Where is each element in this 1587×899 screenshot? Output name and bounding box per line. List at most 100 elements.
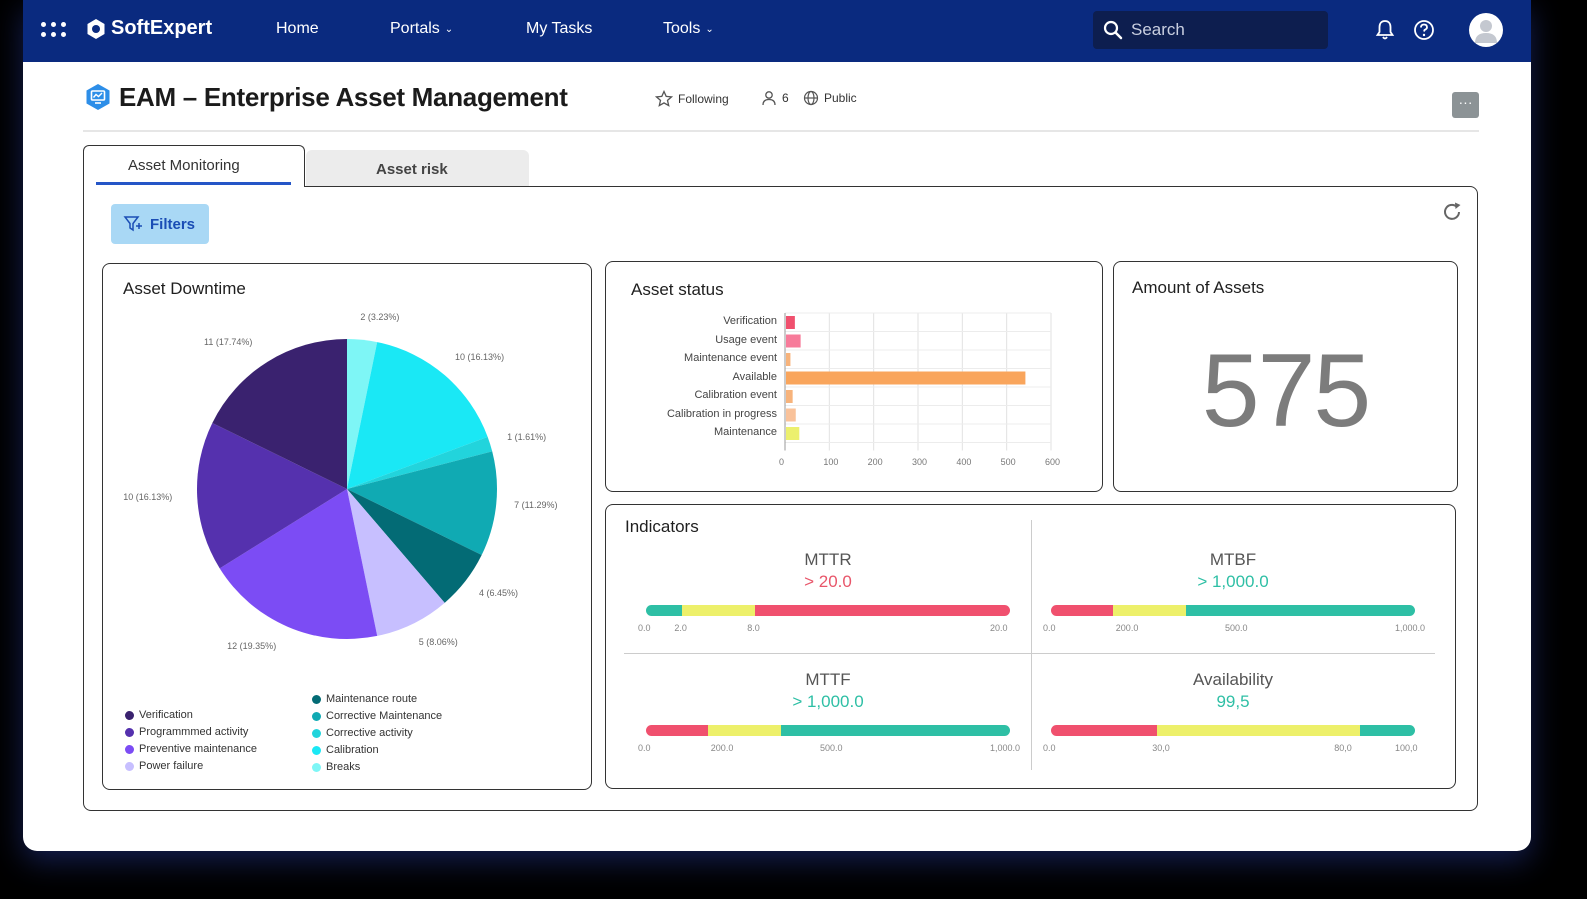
- gauge-segment: [1051, 605, 1113, 616]
- legend-swatch: [125, 727, 134, 737]
- x-tick-label: 0: [779, 456, 785, 467]
- category-label: Verification: [723, 315, 777, 327]
- monitor-chart-icon: [86, 84, 110, 110]
- legend-item[interactable]: Power failure: [125, 760, 203, 772]
- legend-label: Verification: [139, 709, 193, 721]
- bell-icon[interactable]: [1375, 19, 1395, 41]
- bar-usage-event[interactable]: [786, 334, 801, 348]
- pie-slice-calibration[interactable]: [347, 342, 488, 489]
- nav-portals[interactable]: Portals ⌄: [390, 20, 453, 38]
- gauge-segment: [1360, 725, 1415, 736]
- gauge-tick-label: 100,0: [1395, 743, 1418, 753]
- refresh-icon[interactable]: [1441, 201, 1463, 223]
- indicator-gauge-bar: [1051, 605, 1415, 616]
- indicators-vertical-divider: [1031, 520, 1032, 770]
- legend-item[interactable]: Corrective activity: [312, 727, 413, 739]
- gauge-segment: [780, 725, 1010, 736]
- category-label: Maintenance event: [684, 352, 777, 364]
- search-input[interactable]: [1129, 19, 1313, 41]
- asset-status-card: Asset status 0 100 200 300 400 500 600 Verifica…: [605, 261, 1103, 492]
- members-count[interactable]: 6: [761, 90, 789, 106]
- pie-data-label: 11 (17.74%): [204, 337, 253, 348]
- category-label: Calibration event: [694, 389, 777, 401]
- brand-logo[interactable]: SoftExpert: [85, 17, 212, 40]
- pie-data-label: 4 (6.45%): [479, 588, 519, 599]
- indicator-value: > 1,000.0: [792, 692, 864, 711]
- x-tick-label: 400: [956, 456, 972, 467]
- pie-slice-corrective-maintenance[interactable]: [347, 451, 497, 556]
- pie-slice-breaks[interactable]: [347, 339, 378, 489]
- legend-swatch: [312, 762, 321, 772]
- pie-slice-preventive-maintenance[interactable]: [219, 489, 378, 639]
- asset-status-bar-chart: [784, 312, 1052, 451]
- bar-calibration-event[interactable]: [786, 390, 793, 403]
- tab-asset-monitoring[interactable]: Asset Monitoring: [83, 145, 305, 187]
- legend-swatch: [312, 711, 321, 721]
- asset-downtime-pie-chart: [197, 339, 497, 639]
- visibility-indicator[interactable]: Public: [803, 90, 857, 106]
- legend-item[interactable]: Calibration: [312, 744, 379, 756]
- legend-item[interactable]: Verification: [125, 709, 193, 721]
- legend-label: Breaks: [326, 761, 361, 773]
- category-label: Maintenance: [714, 426, 777, 438]
- legend-label: Maintenance route: [326, 693, 418, 705]
- legend-label: Power failure: [139, 760, 204, 772]
- legend-item[interactable]: Preventive maintenance: [125, 743, 257, 755]
- pie-slice-maintenance-route[interactable]: [347, 489, 482, 603]
- pie-data-label: 2 (3.23%): [360, 311, 400, 322]
- gauge-tick-label: 200.0: [710, 743, 734, 753]
- category-label: Calibration in progress: [666, 407, 777, 420]
- nav-tools[interactable]: Tools ⌄: [663, 20, 714, 38]
- legend-item[interactable]: Maintenance route: [312, 693, 417, 705]
- amount-of-assets-title: Amount of Assets: [1132, 278, 1265, 297]
- nav-home[interactable]: Home: [276, 20, 319, 38]
- pie-data-label: 10 (16.13%): [123, 491, 173, 502]
- visibility-label: Public: [824, 91, 857, 105]
- legend-swatch: [312, 694, 321, 704]
- legend-item[interactable]: Programmmed activity: [125, 726, 248, 738]
- filters-button[interactable]: Filters: [111, 204, 209, 244]
- legend-label: Preventive maintenance: [139, 743, 258, 755]
- indicator-name: MTBF: [1209, 550, 1257, 569]
- search-box[interactable]: [1093, 11, 1328, 49]
- bar-available[interactable]: [786, 371, 1026, 385]
- gauge-segment: [755, 605, 1010, 616]
- bar-maintenance-event[interactable]: [786, 353, 791, 366]
- bar-calibration-in-progress[interactable]: [786, 408, 796, 422]
- gauge-segment: [1156, 725, 1361, 736]
- gauge-tick-label: 0.0: [1043, 623, 1056, 633]
- indicator-name: MTTF: [805, 670, 851, 689]
- user-avatar[interactable]: [1469, 13, 1503, 47]
- search-icon: [1103, 20, 1123, 40]
- page-title: EAM – Enterprise Asset Management: [119, 82, 568, 112]
- filters-label: Filters: [150, 215, 196, 233]
- apps-grid-icon[interactable]: [41, 22, 66, 38]
- help-icon[interactable]: [1413, 19, 1435, 41]
- gauge-tick-label: 1,000.0: [1395, 623, 1426, 633]
- asset-status-title: Asset status: [631, 280, 724, 299]
- bar-maintenance[interactable]: [786, 427, 800, 440]
- x-tick-label: 100: [823, 456, 839, 467]
- amount-of-assets-value: 575: [1201, 333, 1372, 449]
- pie-slice-programmmed-activity[interactable]: [197, 422, 347, 569]
- tab-asset-monitoring-label: Asset Monitoring: [128, 157, 240, 174]
- amount-of-assets-card: Amount of Assets 575: [1113, 261, 1458, 492]
- follow-toggle[interactable]: Following: [655, 90, 729, 108]
- pie-slice-verification[interactable]: [212, 339, 347, 489]
- pie-slice-power-failure[interactable]: [347, 489, 445, 636]
- pie-slice-corrective-activity[interactable]: [347, 436, 493, 489]
- gauge-segment: [682, 605, 756, 616]
- nav-my-tasks[interactable]: My Tasks: [526, 20, 592, 38]
- tab-asset-risk[interactable]: Asset risk: [306, 150, 529, 186]
- filter-icon: [123, 216, 142, 232]
- gauge-tick-label: 30,0: [1152, 743, 1170, 753]
- legend-item[interactable]: Corrective Maintenance: [312, 710, 442, 722]
- legend-label: Calibration: [326, 744, 379, 756]
- bar-verification[interactable]: [786, 316, 795, 329]
- user-icon: [762, 91, 776, 106]
- legend-item[interactable]: Breaks: [312, 761, 360, 773]
- chevron-down-icon: ⌄: [444, 23, 454, 35]
- more-options-button[interactable]: ···: [1452, 92, 1479, 118]
- pie-data-label: 7 (11.29%): [514, 500, 558, 511]
- softexpert-logo-icon: [87, 18, 105, 39]
